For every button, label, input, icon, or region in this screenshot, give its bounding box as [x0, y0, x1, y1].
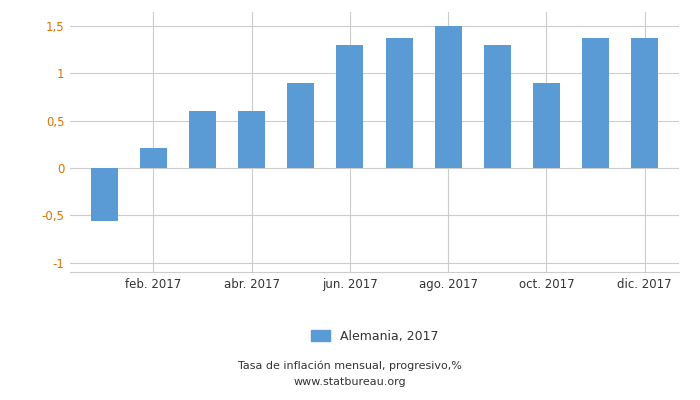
Bar: [484, 45, 511, 168]
Bar: [189, 111, 216, 168]
Bar: [631, 38, 658, 168]
Bar: [435, 26, 462, 168]
Bar: [386, 38, 412, 168]
Text: www.statbureau.org: www.statbureau.org: [294, 377, 406, 387]
Bar: [582, 38, 609, 168]
Legend: Alemania, 2017: Alemania, 2017: [306, 325, 443, 348]
Text: Tasa de inflación mensual, progresivo,%: Tasa de inflación mensual, progresivo,%: [238, 361, 462, 371]
Bar: [91, 168, 118, 221]
Bar: [287, 83, 314, 168]
Bar: [140, 148, 167, 168]
Bar: [533, 83, 560, 168]
Bar: [337, 45, 363, 168]
Bar: [238, 111, 265, 168]
